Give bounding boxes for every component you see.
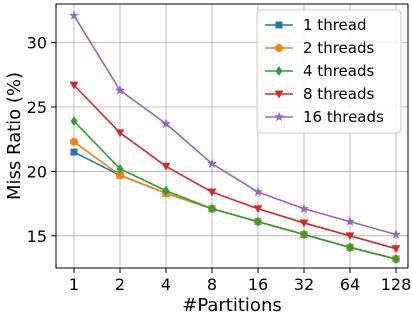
data-point-triangle bbox=[69, 81, 79, 90]
series-5 bbox=[68, 10, 402, 239]
series-line bbox=[73, 120, 397, 260]
data-point-diamond bbox=[116, 163, 124, 174]
x-tick-label: 4 bbox=[161, 275, 171, 294]
y-tick-label: 15 bbox=[27, 227, 47, 246]
data-point-star bbox=[344, 216, 356, 226]
legend-label: 8 threads bbox=[303, 85, 374, 103]
x-tick-label: 1 bbox=[69, 275, 79, 294]
data-point-diamond bbox=[275, 65, 283, 77]
legend-entry: 1 thread bbox=[265, 16, 366, 34]
data-point-square bbox=[70, 148, 78, 156]
data-point-circle bbox=[274, 43, 284, 53]
data-point-square bbox=[275, 21, 283, 29]
data-point-diamond bbox=[300, 229, 308, 240]
legend: 1 thread 2 threads 4 threads 8 threads 16 th… bbox=[256, 9, 402, 134]
data-point-star bbox=[273, 111, 285, 122]
x-tick-label: 8 bbox=[207, 275, 217, 294]
data-point-star bbox=[160, 118, 172, 129]
data-point-triangle bbox=[207, 188, 217, 197]
x-axis-label: #Partitions bbox=[182, 295, 281, 316]
legend-entry: 4 threads bbox=[265, 62, 374, 80]
data-point-star bbox=[68, 10, 80, 20]
data-point-star bbox=[114, 84, 126, 95]
data-point-triangle bbox=[274, 90, 284, 99]
y-tick-label: 20 bbox=[27, 162, 47, 181]
data-point-star bbox=[206, 158, 218, 168]
legend-label: 4 threads bbox=[303, 62, 374, 80]
x-tick-label: 64 bbox=[340, 275, 360, 294]
data-point-star bbox=[298, 203, 310, 214]
data-point-triangle bbox=[299, 219, 309, 228]
y-axis-ticks: 15 20 25 30 bbox=[27, 34, 56, 246]
data-point-triangle bbox=[161, 162, 171, 171]
data-point-diamond bbox=[70, 116, 78, 127]
data-point-triangle bbox=[253, 205, 263, 214]
x-tick-label: 128 bbox=[381, 275, 412, 294]
series-3 bbox=[70, 116, 400, 265]
data-point-diamond bbox=[208, 203, 216, 214]
legend-entry: 16 threads bbox=[265, 108, 384, 126]
x-tick-label: 16 bbox=[248, 275, 268, 294]
y-tick-label: 25 bbox=[27, 98, 47, 117]
legend-entry: 2 threads bbox=[265, 39, 374, 57]
data-point-diamond bbox=[392, 253, 400, 265]
legend-label: 16 threads bbox=[303, 108, 384, 126]
y-tick-label: 30 bbox=[27, 34, 47, 53]
data-point-star bbox=[252, 186, 264, 197]
x-tick-label: 2 bbox=[115, 275, 125, 294]
data-point-triangle bbox=[345, 232, 355, 241]
series-line bbox=[73, 15, 397, 236]
series-4 bbox=[69, 81, 401, 254]
data-point-diamond bbox=[346, 242, 354, 253]
series-line bbox=[73, 84, 397, 250]
data-point-triangle bbox=[115, 129, 125, 138]
series-layer bbox=[68, 10, 402, 265]
data-point-circle bbox=[69, 137, 79, 146]
legend-label: 2 threads bbox=[303, 39, 374, 57]
data-point-diamond bbox=[162, 185, 170, 196]
plot-frame bbox=[55, 3, 409, 269]
legend-label: 1 thread bbox=[303, 16, 366, 34]
legend-box bbox=[256, 9, 402, 134]
data-point-star bbox=[390, 229, 402, 239]
data-point-diamond bbox=[254, 216, 262, 227]
legend-entry: 8 threads bbox=[265, 85, 374, 103]
data-point-triangle bbox=[391, 245, 401, 254]
x-axis-ticks: 1 2 4 8 16 32 64 128 bbox=[69, 268, 411, 294]
x-tick-label: 32 bbox=[294, 275, 314, 294]
y-axis-label: Miss Ratio (%) bbox=[4, 72, 25, 200]
